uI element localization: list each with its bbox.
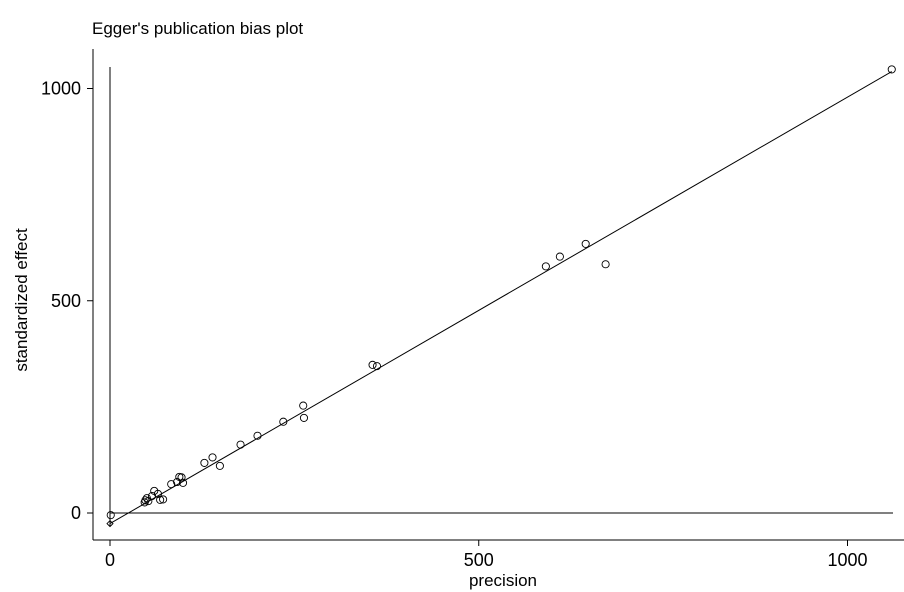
data-point bbox=[147, 491, 157, 501]
intercept-marker bbox=[106, 519, 114, 528]
axes bbox=[92, 49, 904, 541]
chart-title: Egger's publication bias plot bbox=[92, 19, 303, 38]
data-point bbox=[299, 401, 308, 410]
data-point bbox=[601, 260, 610, 269]
data-point bbox=[153, 489, 162, 498]
data-point bbox=[215, 461, 224, 470]
data-point bbox=[208, 453, 217, 462]
data-point bbox=[253, 431, 262, 440]
tick-marks bbox=[87, 88, 848, 546]
y-tick-label: 500 bbox=[51, 291, 81, 311]
data-point bbox=[178, 478, 188, 487]
data-points bbox=[106, 65, 896, 528]
data-point bbox=[887, 65, 896, 74]
data-point bbox=[555, 252, 564, 261]
x-tick-label: 0 bbox=[105, 550, 115, 570]
y-tick-label: 0 bbox=[71, 503, 81, 523]
data-point bbox=[372, 362, 382, 371]
regression-line bbox=[109, 71, 893, 525]
data-point bbox=[581, 239, 590, 248]
data-point bbox=[541, 262, 550, 271]
data-point bbox=[279, 417, 288, 426]
x-tick-label: 1000 bbox=[827, 550, 867, 570]
data-point bbox=[167, 480, 176, 489]
data-point bbox=[299, 413, 309, 422]
data-point bbox=[177, 473, 186, 482]
data-point bbox=[159, 495, 168, 504]
data-point bbox=[200, 458, 209, 467]
data-point bbox=[156, 495, 165, 504]
x-tick-label: 500 bbox=[464, 550, 494, 570]
y-axis-label: standardized effect bbox=[12, 228, 31, 372]
x-axis-label: precision bbox=[469, 571, 537, 590]
data-point bbox=[236, 440, 245, 449]
data-point bbox=[106, 511, 115, 520]
data-point bbox=[368, 360, 377, 369]
y-tick-label: 1000 bbox=[41, 79, 81, 99]
tick-labels: 0 500 1000 0 500 1000 bbox=[41, 79, 868, 571]
data-point bbox=[173, 477, 182, 487]
